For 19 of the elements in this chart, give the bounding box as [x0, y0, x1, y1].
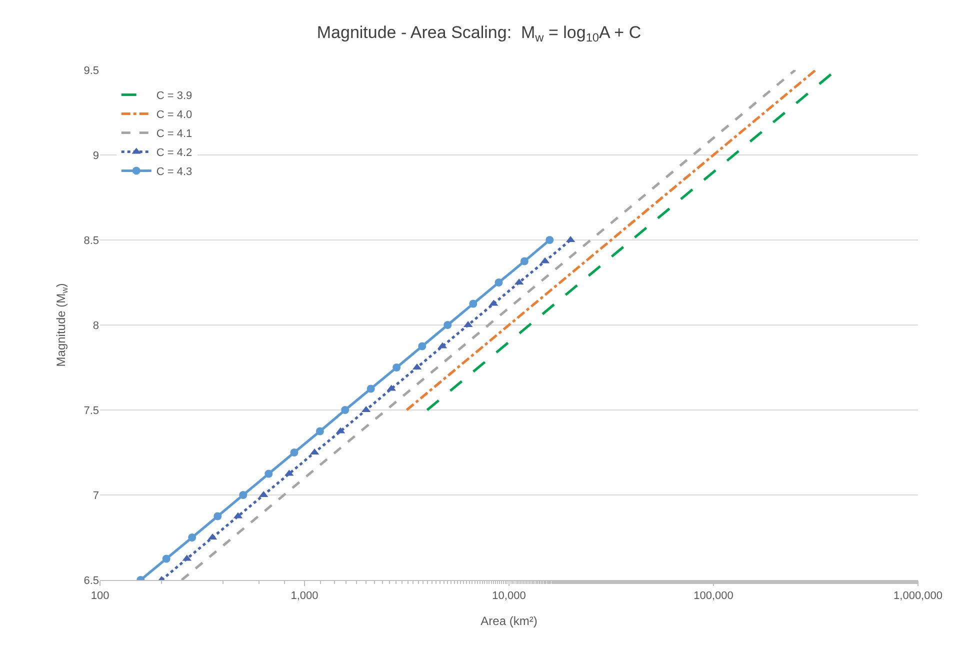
y-tick-label: 9.5	[84, 64, 99, 77]
x-tick-label: 10,000	[492, 590, 526, 602]
x-tick-label: 100	[90, 590, 110, 602]
x-tick-label: 1,000,000	[894, 590, 942, 602]
y-tick-label: 9	[92, 150, 99, 162]
legend-label: C = 4.0	[156, 108, 192, 121]
y-tick-label: 8.5	[84, 234, 99, 247]
y-tick-label: 7	[92, 490, 99, 502]
x-tick-label: 1,000	[290, 590, 318, 602]
y-tick-label: 7.5	[84, 404, 99, 417]
x-axis-title: Area (km²)	[480, 614, 538, 628]
x-tick-label: 100,000	[694, 590, 734, 602]
y-tick-label: 8	[92, 320, 99, 332]
legend-label: C = 4.2	[156, 146, 192, 159]
legend-label: C = 3.9	[156, 90, 192, 102]
legend-label: C = 4.1	[156, 128, 192, 140]
chart-title: Magnitude - Area Scaling: M$_{w}$ = log$_{10}$A + C	[316, 22, 642, 44]
y-tick-label: 6.5	[84, 574, 99, 587]
legend-label: C = 4.3	[156, 166, 192, 178]
